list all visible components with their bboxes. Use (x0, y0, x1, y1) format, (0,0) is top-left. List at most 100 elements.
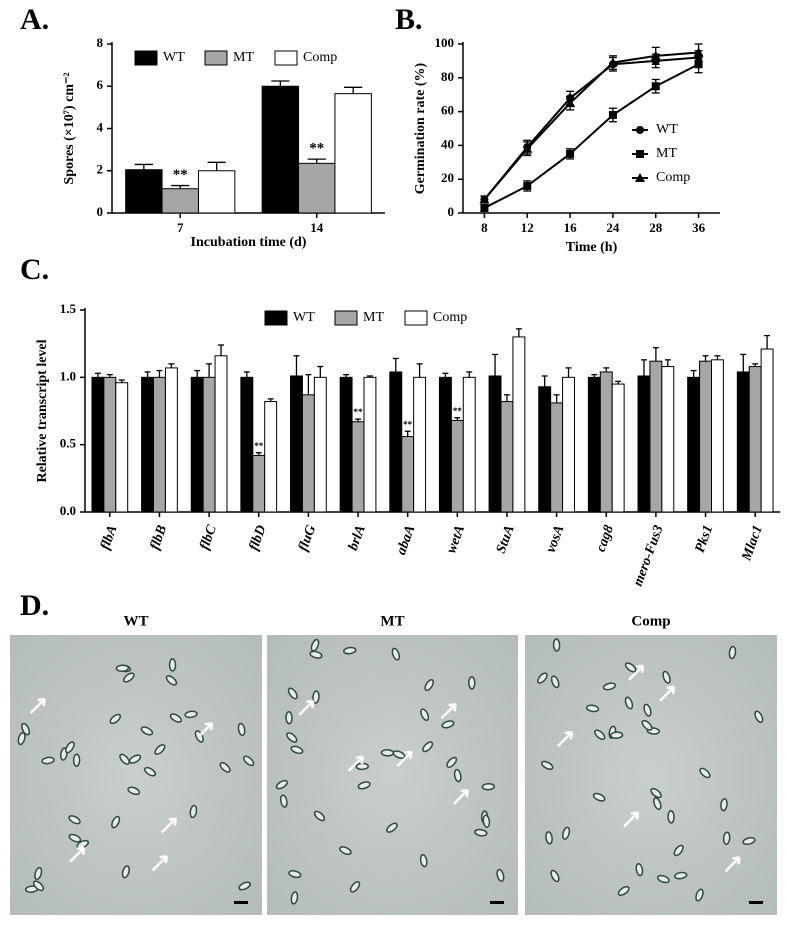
legend-label: MT (363, 310, 384, 325)
y-tick-label: 0 (97, 204, 104, 219)
y-tick-label: 0.0 (60, 503, 76, 518)
marker (607, 57, 618, 67)
marker (480, 203, 489, 212)
bar (699, 360, 712, 513)
spore (550, 675, 560, 689)
micrograph (525, 635, 777, 915)
bar (637, 375, 651, 513)
panel-label: B. (395, 3, 423, 36)
bar (401, 436, 415, 513)
spore (169, 713, 183, 723)
spore (656, 874, 670, 884)
spore (453, 768, 462, 783)
spore (65, 741, 75, 754)
legend-label: Comp (303, 50, 337, 65)
spore (537, 672, 548, 684)
spore (279, 794, 288, 808)
spore (219, 762, 231, 773)
x-tick-label: 8 (481, 220, 488, 235)
legend-swatch (404, 310, 428, 326)
significance-label: ** (453, 406, 463, 416)
spore (562, 826, 571, 840)
marker (523, 181, 532, 190)
x-tick-label: 16 (564, 220, 578, 235)
arrow (396, 750, 413, 767)
bar (599, 371, 613, 513)
spore (673, 871, 688, 880)
spore (673, 844, 684, 857)
bar (760, 348, 774, 513)
marker (636, 126, 644, 134)
legend-swatch (264, 310, 288, 326)
bar (736, 371, 750, 513)
bar (687, 376, 701, 513)
marker (479, 194, 490, 204)
x-tick-label: fluG (296, 523, 319, 553)
bar (462, 376, 476, 513)
spore (339, 846, 352, 855)
y-tick-label: 4 (97, 119, 104, 134)
spore (720, 797, 728, 812)
bar (339, 376, 353, 513)
spore (699, 767, 711, 779)
spore (592, 792, 606, 802)
bar (298, 162, 336, 214)
image-title: MT (380, 613, 404, 629)
arrow (452, 788, 470, 805)
spore (310, 638, 320, 652)
x-tick-label: flbA (98, 523, 121, 552)
x-axis-label: Time (h) (566, 240, 618, 255)
spore (41, 756, 55, 765)
scale-bar (490, 901, 504, 904)
arrow (29, 697, 46, 714)
spore (309, 650, 323, 659)
bar (748, 366, 762, 513)
spore (609, 731, 624, 739)
line (483, 51, 699, 201)
image-title: WT (123, 613, 148, 629)
spore (119, 753, 130, 765)
spore (728, 645, 737, 660)
spore (617, 885, 630, 896)
spore (391, 647, 401, 661)
bar (450, 419, 464, 513)
y-tick-label: 8 (97, 35, 104, 50)
bar (161, 188, 199, 214)
spore (624, 662, 637, 673)
bar (363, 376, 377, 513)
x-tick-label: wetA (444, 523, 468, 555)
spore (653, 797, 662, 811)
spore (550, 869, 560, 883)
legend-label: Comp (656, 170, 690, 185)
arrow (69, 846, 86, 863)
arrow (151, 855, 169, 872)
x-tick-label: StuA (494, 523, 518, 555)
legend-swatch (134, 50, 158, 66)
bar (202, 376, 216, 513)
bar (261, 85, 300, 214)
spore (238, 881, 251, 891)
x-tick-label: mero-Fus3 (631, 523, 667, 588)
spore (643, 703, 652, 717)
marker (565, 98, 576, 108)
spore (441, 720, 455, 729)
spore (68, 815, 81, 825)
bar (488, 375, 502, 513)
bar (125, 169, 163, 214)
spore (312, 690, 320, 704)
bar (164, 367, 178, 513)
legend-label: MT (656, 146, 677, 161)
bar (240, 376, 254, 513)
spore (742, 837, 756, 845)
bar (197, 170, 236, 214)
bar (438, 376, 452, 513)
bar (500, 401, 514, 513)
marker (608, 110, 617, 119)
bar (351, 421, 365, 513)
spore (392, 750, 406, 759)
spore (468, 676, 476, 690)
panel-label: D. (20, 589, 49, 622)
spore (420, 708, 430, 721)
bar (91, 376, 105, 513)
x-tick-label: Mlac1 (739, 523, 766, 563)
